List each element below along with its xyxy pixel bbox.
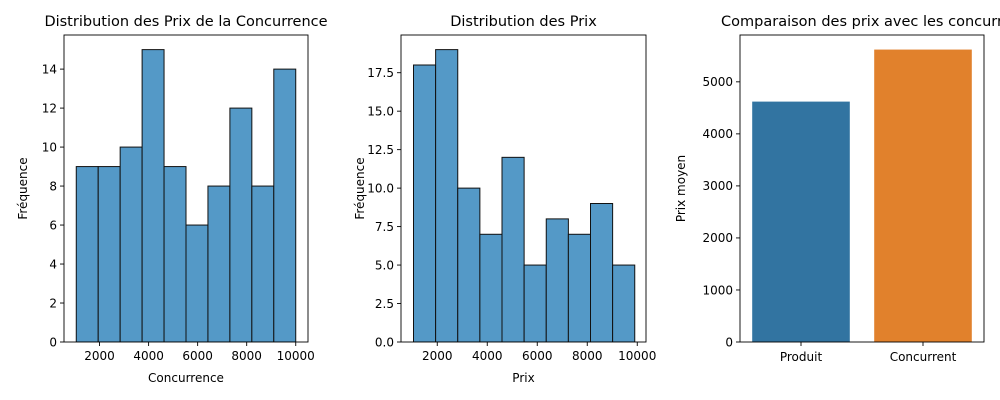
x-tick-label: 10000 [618, 349, 656, 363]
x-tick-label: 10000 [277, 349, 315, 363]
y-tick-label: 17.5 [367, 66, 394, 80]
y-tick-label: 1000 [702, 283, 733, 297]
y-tick-label: 12 [42, 101, 57, 115]
axes-frame [63, 34, 309, 343]
y-tick-label: 15.0 [367, 104, 394, 118]
histogram-bar [479, 233, 503, 342]
x-tick-label: 4000 [472, 349, 503, 363]
x-tick-label: 2000 [422, 349, 453, 363]
histogram-bar [75, 166, 99, 342]
histogram-competitor-prices: 2000 4000 6000 8000 10000 0 2 4 6 8 10 12 14 Distribu… [16, 14, 328, 385]
histogram-bar [141, 49, 165, 342]
y-tick-label: 4 [49, 257, 57, 271]
y-tick-label: 2.5 [375, 297, 394, 311]
y-tick-label: 8 [49, 179, 57, 193]
histogram-bar [523, 264, 547, 342]
plot-area [752, 49, 972, 342]
x-axis-label: Concurrence [148, 371, 224, 385]
histogram-bar [567, 233, 591, 342]
y-tick-label: 0 [49, 335, 57, 349]
y-tick-label: 4000 [702, 127, 733, 141]
x-tick-label: 6000 [182, 349, 213, 363]
x-tick-label: 2000 [84, 349, 115, 363]
y-tick-label: 5.0 [375, 258, 394, 272]
y-tick-label: 3000 [702, 179, 733, 193]
y-tick-label: 2000 [702, 231, 733, 245]
axes-frame [739, 34, 985, 343]
histogram-bar [97, 166, 121, 342]
y-tick-label: 5000 [702, 75, 733, 89]
x-category-label: Produit [780, 350, 823, 364]
bar-chart-average-price-comparison: Produit Concurrent 0 1000 2000 3000 4000 5000 Co… [674, 14, 1000, 364]
x-tick-label: 8000 [572, 349, 603, 363]
x-axis-label: Prix [512, 371, 534, 385]
chart-title: Distribution des Prix de la Concurrence [44, 14, 327, 30]
y-axis-label: Prix moyen [674, 155, 688, 222]
y-tick-label: 10.0 [367, 181, 394, 195]
bar-produit [752, 101, 850, 342]
y-tick-label: 0 [725, 335, 733, 349]
y-tick-label: 12.5 [367, 143, 394, 157]
histogram-bar [612, 264, 636, 342]
y-tick-label: 14 [42, 62, 57, 76]
y-tick-label: 0.0 [375, 335, 394, 349]
y-tick-label: 6 [49, 218, 57, 232]
histogram-bar [457, 187, 481, 342]
axes-frame [400, 34, 647, 343]
histogram-bar [251, 185, 275, 342]
chart-title: Comparaison des prix avec les concurr [721, 14, 1000, 30]
y-tick-label: 2 [49, 296, 57, 310]
plot-area [75, 49, 297, 342]
y-tick-label: 7.5 [375, 220, 394, 234]
x-tick-label: 4000 [133, 349, 164, 363]
histogram-bar [590, 203, 614, 342]
histogram-bar [119, 146, 143, 342]
histogram-bar [207, 185, 231, 342]
histogram-bar [413, 64, 437, 342]
chart-title: Distribution des Prix [450, 14, 597, 30]
histogram-bar [545, 218, 569, 342]
y-axis-label: Fréquence [353, 157, 367, 219]
histogram-bar [273, 68, 297, 342]
y-axis-label: Fréquence [16, 157, 30, 219]
x-tick-label: 8000 [231, 349, 262, 363]
bar-concurrent [874, 49, 972, 342]
histogram-prices: 2000 4000 6000 8000 10000 0.0 2.5 5.0 7.5 10.0 12.… [353, 14, 656, 385]
histogram-bar [435, 49, 459, 342]
x-tick-label: 6000 [522, 349, 553, 363]
y-tick-label: 10 [42, 140, 57, 154]
histogram-bar [501, 156, 525, 342]
histogram-bar [163, 166, 187, 342]
x-category-label: Concurrent [890, 350, 957, 364]
histogram-bar [229, 107, 253, 342]
histogram-bar [185, 224, 209, 342]
plot-area [413, 49, 636, 342]
